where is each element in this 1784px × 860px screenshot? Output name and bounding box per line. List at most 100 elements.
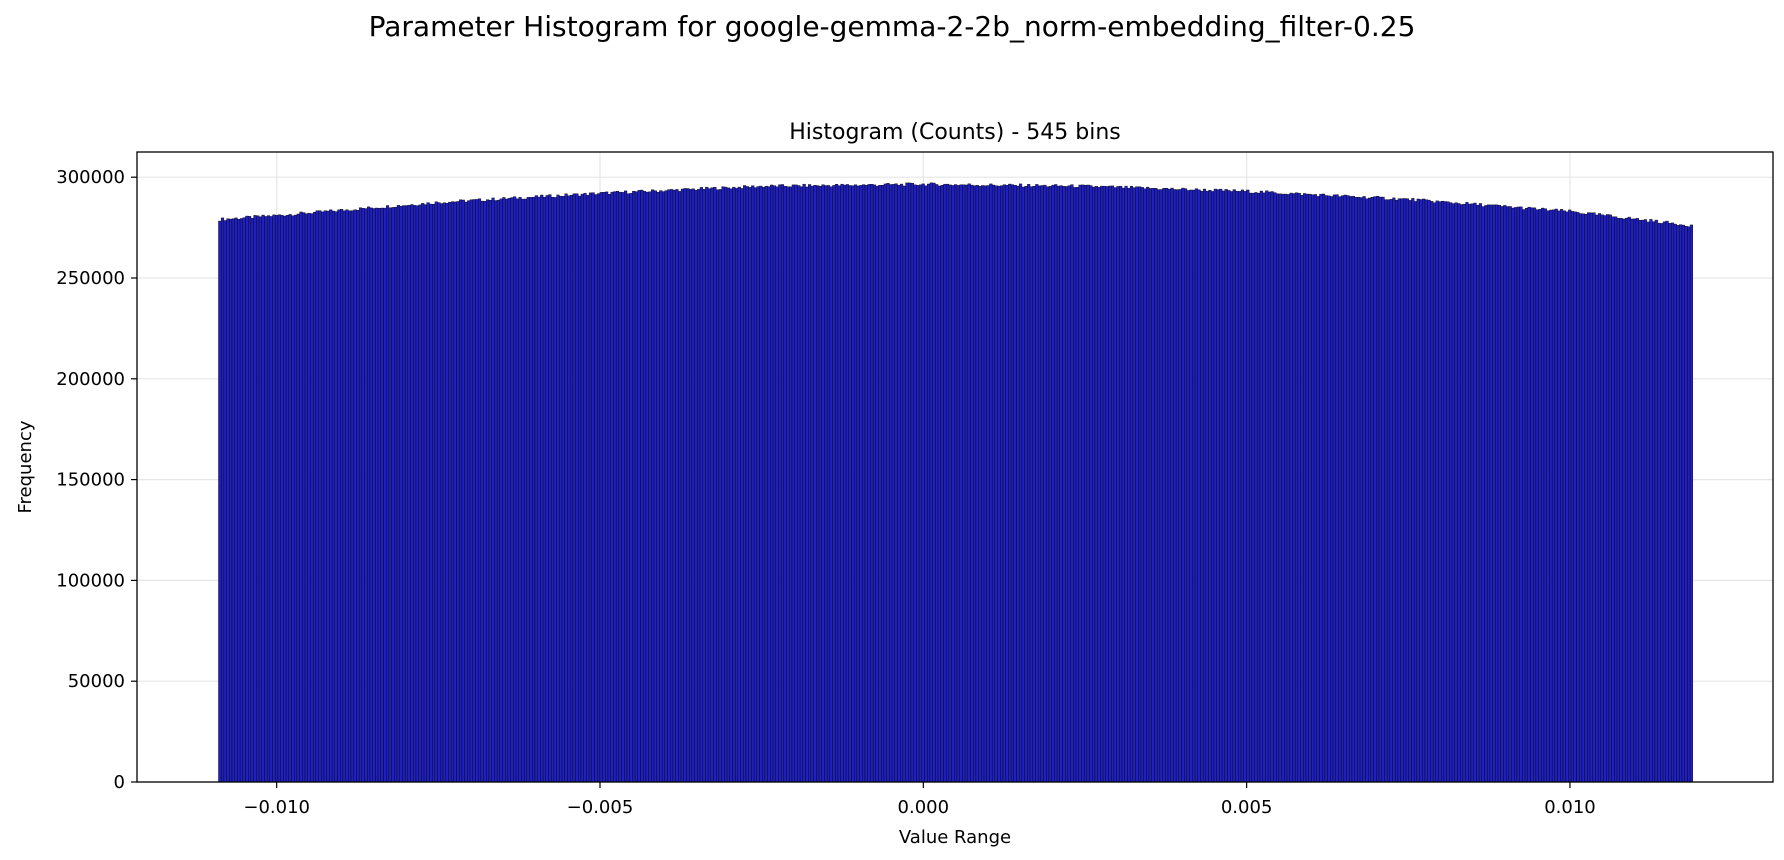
histogram-bar [553,197,557,783]
histogram-bar [1519,206,1523,783]
histogram-bar [372,208,376,783]
histogram-bar [1319,193,1323,783]
histogram-bar [683,188,687,783]
histogram-bar [1589,212,1593,783]
histogram-bar [1186,190,1190,783]
histogram-bar [994,185,998,783]
histogram-bar [429,203,433,783]
histogram-bar [518,197,522,783]
histogram-bar [323,210,327,783]
histogram-bar [1278,193,1282,783]
histogram-bar [913,184,917,783]
histogram-bar [1492,204,1496,783]
histogram-bar [1562,210,1566,783]
histogram-bar [1527,206,1531,783]
histogram-bar [1351,195,1355,783]
histogram-bar [1154,188,1158,783]
histogram-bar [648,191,652,783]
histogram-bar [964,184,969,783]
histogram-bar [1248,192,1253,783]
histogram-bar [1665,220,1669,783]
histogram-bar [751,185,755,783]
histogram-bar [1192,189,1196,783]
histogram-bar [494,200,498,783]
histogram-bar [845,184,849,783]
histogram-bar [1376,196,1380,783]
histogram-bar [1616,218,1620,783]
histogram-bar [521,198,525,783]
histogram-bar [226,218,230,783]
x-axis-label: Value Range [899,827,1011,848]
x-tick-label: 0.005 [1221,797,1273,818]
histogram-bar [261,214,265,783]
histogram-bar [459,199,463,783]
histogram-bar [258,216,262,783]
histogram-bar [1687,226,1691,783]
histogram-bar [1405,198,1409,783]
histogram-bar [1162,188,1166,783]
histogram-bar [1633,218,1637,783]
histogram-bar [1078,184,1082,783]
histogram-bar [340,209,344,783]
histogram-bar [1170,187,1174,783]
histogram-bar [567,195,571,783]
histogram-bar [572,193,576,783]
histogram-bar [358,207,363,783]
histogram-bar [889,184,893,783]
histogram-bar [1587,212,1591,783]
histogram-bar [837,185,841,783]
histogram-bar [743,185,747,783]
histogram-bar [818,186,822,783]
histogram-bar [1335,194,1339,783]
histogram-bar [1484,205,1488,783]
histogram-bar [437,202,441,783]
histogram-bar [307,212,311,783]
histogram-bar [726,187,730,783]
histogram-bar [1408,200,1412,783]
histogram-bar [1243,191,1247,783]
histogram-bar [1308,193,1312,783]
histogram-bar [591,192,595,783]
histogram-bar [945,183,950,783]
histogram-bar [1151,188,1155,783]
histogram-bar [1573,211,1577,783]
chart-title: Histogram (Counts) - 545 bins [789,120,1120,145]
histogram-bar [916,185,920,783]
histogram-bar [1221,190,1226,783]
histogram-bar [705,186,709,783]
histogram-bar [1446,201,1450,783]
histogram-bar [499,198,503,783]
histogram-bar [280,215,284,783]
histogram-bar [1273,192,1277,783]
histogram-bar [526,197,530,783]
histogram-bar [415,205,419,783]
histogram-bar [288,214,292,783]
histogram-bar [1016,185,1020,783]
histogram-bar [1167,188,1171,783]
histogram-bar [1208,189,1212,783]
histogram-bar [737,186,741,783]
histogram-bar [1362,196,1366,783]
histogram-bar [702,189,706,783]
histogram-bar [1008,183,1012,783]
histogram-bar [991,184,996,783]
histogram-bar [1313,194,1317,783]
histogram-bar [469,199,473,783]
histogram-bar [1549,209,1553,783]
histogram-bar [551,197,555,783]
histogram-bar [1286,194,1290,783]
histogram-bar [1603,215,1607,783]
histogram-bar [634,191,638,783]
histogram-bar [304,213,308,783]
histogram-bar [656,191,660,783]
histogram-bar [1413,201,1418,783]
histogram-bar [1511,207,1515,783]
histogram-bar [1086,184,1090,783]
histogram-bar [908,182,912,783]
histogram-bar [413,205,417,783]
histogram-bar [1354,197,1358,783]
histogram-bar [716,189,720,783]
histogram-bar [1189,189,1193,783]
histogram-bar [342,210,346,783]
histogram-bar [545,195,549,783]
